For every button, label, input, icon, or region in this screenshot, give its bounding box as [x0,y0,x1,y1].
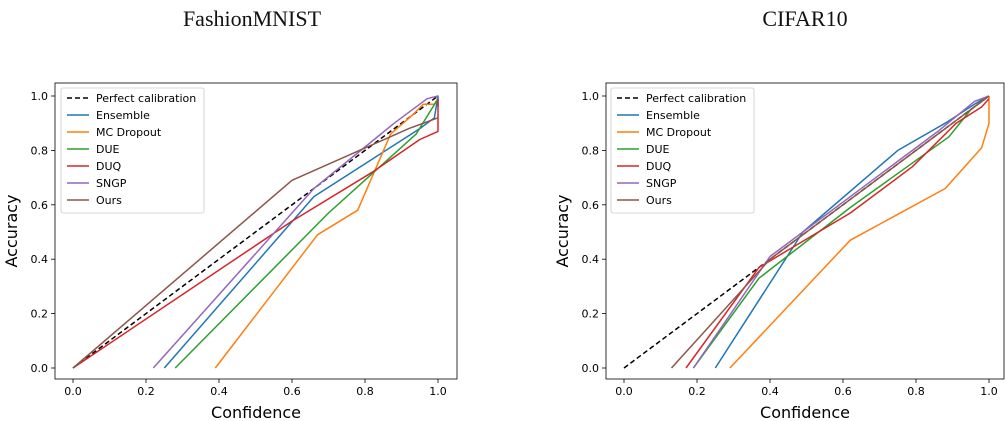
x-tick-label: 0.8 [907,385,925,398]
legend-label: Perfect calibration [646,92,746,105]
legend-label: Ours [646,194,672,207]
series-line-due [174,98,439,369]
legend-box [60,87,205,214]
series-line-perfect-calibration [72,95,439,369]
x-tick-label: 0.2 [688,385,706,398]
x-tick-label: 0.6 [283,385,301,398]
series-line-ensemble [163,95,439,369]
series-line-sngp [152,95,439,369]
legend-label: DUE [646,143,670,156]
y-tick-label: 0.2 [31,308,49,321]
y-tick-label: 0.6 [582,199,600,212]
series-line-duq [685,98,990,369]
x-tick-label: 0.4 [210,385,228,398]
x-axis-label: Confidence [211,403,301,421]
x-tick-label: 0.4 [761,385,779,398]
legend-label: SNGP [96,177,127,190]
y-tick-label: 0.8 [582,144,600,157]
series-line-mc-dropout [729,96,990,369]
x-tick-label: 0.8 [356,385,374,398]
y-tick-label: 0.2 [582,308,600,321]
legend-label: Perfect calibration [96,92,196,105]
y-tick-label: 0.0 [582,362,600,375]
y-tick-label: 0.8 [31,144,49,157]
legend-label: Ensemble [96,109,150,122]
legend-label: Ensemble [646,109,700,122]
x-tick-label: 1.0 [980,385,998,398]
plot-frame [54,82,458,380]
x-tick-label: 1.0 [429,385,447,398]
legend-label: SNGP [646,177,677,190]
series-line-mc-dropout [214,98,439,369]
legend-label: Ours [96,194,122,207]
y-tick-label: 0.4 [582,253,600,266]
panel-title-cifar10: CIFAR10 [762,6,848,31]
legend-label: DUQ [96,160,122,173]
x-axis-label: Confidence [760,403,850,421]
series-line-ours [72,117,439,369]
y-axis-label: Accuracy [2,194,21,267]
x-tick-label: 0.0 [615,385,633,398]
legend-box [610,87,755,214]
y-tick-label: 1.0 [582,90,600,103]
y-tick-label: 1.0 [31,90,49,103]
y-tick-label: 0.4 [31,253,49,266]
legend-label: DUE [96,143,120,156]
x-tick-label: 0.0 [64,385,82,398]
panel-title-fashionmnist: FashionMNIST [182,6,322,31]
series-line-duq [72,98,439,369]
legend-label: MC Dropout [646,126,712,139]
series-line-ours [670,95,990,369]
y-tick-label: 0.6 [31,199,49,212]
series-line-sngp [692,95,990,369]
x-tick-label: 0.6 [834,385,852,398]
legend-label: DUQ [646,160,672,173]
y-tick-label: 0.0 [31,362,49,375]
y-axis-label: Accuracy [553,194,572,267]
legend-label: MC Dropout [96,126,162,139]
x-tick-label: 0.2 [137,385,155,398]
plot-frame [605,82,1005,380]
